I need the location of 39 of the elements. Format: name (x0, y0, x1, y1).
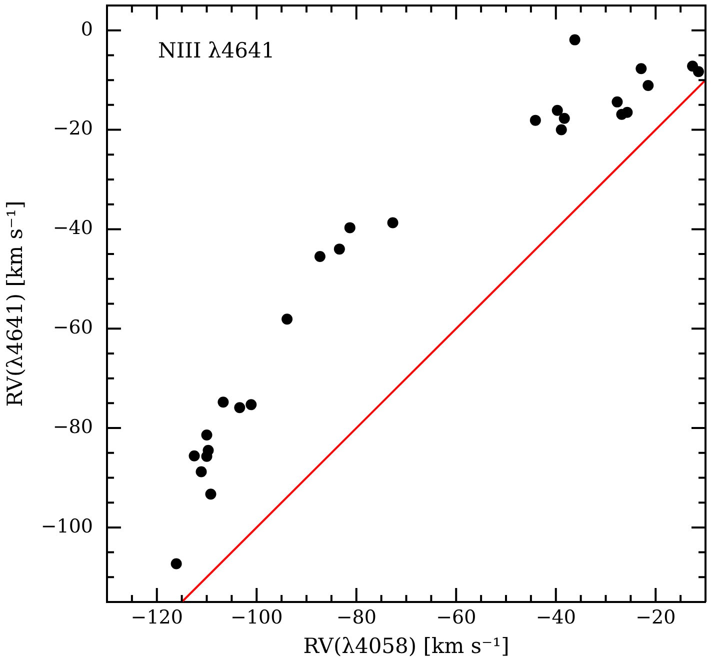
point (636, 63, 647, 74)
y-tick-label: 0 (80, 18, 93, 40)
y-axis-title: RV(λ4641) [km s⁻¹] (3, 200, 28, 407)
point (246, 399, 257, 410)
point (205, 488, 216, 500)
x-tick-label: −100 (230, 606, 283, 628)
point (170, 558, 182, 570)
x-tick-label: −20 (636, 606, 676, 628)
y-tick-label: −20 (52, 118, 93, 140)
point (218, 396, 229, 408)
point (196, 466, 207, 478)
point (552, 104, 563, 116)
point (282, 314, 293, 325)
point (188, 450, 200, 462)
point (642, 80, 654, 92)
point (556, 124, 567, 136)
point (234, 402, 246, 414)
point (530, 114, 541, 126)
x-axis-title: RV(λ4058) [km s⁻¹] (303, 634, 510, 658)
y-tick-label: −60 (52, 316, 93, 339)
y-tick-label: −100 (40, 515, 93, 538)
point (344, 222, 356, 234)
point (622, 106, 633, 118)
x-tick-label: −80 (336, 606, 376, 628)
x-tick-label: −40 (536, 606, 576, 628)
point (693, 66, 704, 78)
point (387, 217, 398, 228)
y-tick-label: −80 (52, 416, 93, 438)
point (558, 112, 570, 124)
annotation: NIII λ4641 (158, 38, 275, 62)
point (569, 34, 580, 46)
point (334, 244, 345, 255)
y-tick-label: −40 (52, 217, 93, 240)
point (612, 96, 623, 108)
point (201, 429, 212, 440)
point (314, 251, 326, 262)
x-tick-label: −120 (130, 606, 183, 628)
point (201, 450, 212, 462)
x-tick-label: −60 (436, 606, 476, 628)
